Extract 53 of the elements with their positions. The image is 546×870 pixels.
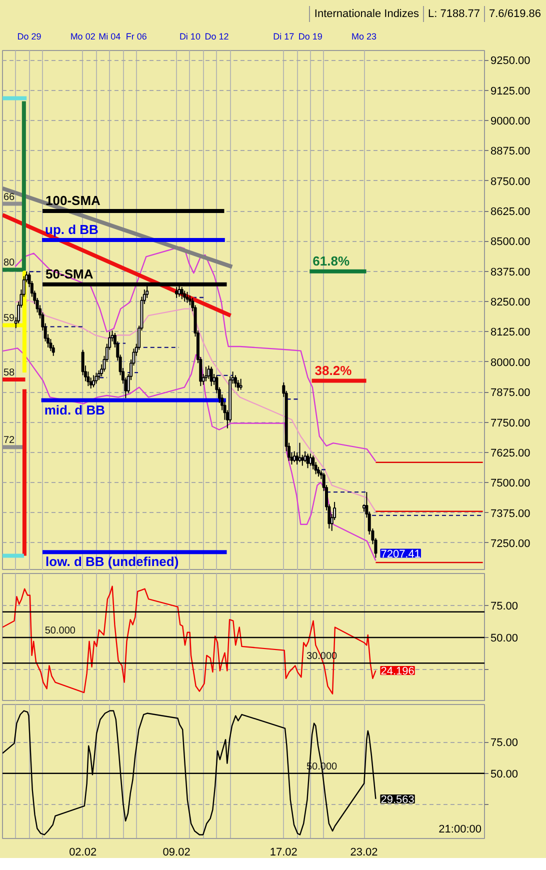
annotation: 80 — [4, 258, 16, 269]
series-label: 61.8% — [312, 253, 350, 268]
y-tick-label: 8500.00 — [490, 236, 530, 248]
annotation: 29.563 — [380, 794, 414, 806]
y-tick-label: 7625.00 — [490, 447, 530, 460]
series-label: low. d BB (undefined) — [46, 554, 179, 570]
x-tick-label: 17.02 — [270, 846, 298, 858]
x2-tick-label: Di 17 — [273, 32, 294, 42]
x2-tick-label: Fr 06 — [126, 32, 147, 42]
y-tick-label: 7375.00 — [490, 508, 530, 520]
x-tick-label: 02.02 — [69, 846, 97, 858]
series-label: 100-SMA — [46, 193, 102, 208]
x2-tick-label: Mo 02 — [70, 32, 96, 42]
annotation: 66 — [4, 192, 16, 203]
y-tick-label: 8625.00 — [490, 206, 530, 218]
text: 7.6/619.86 — [484, 6, 545, 22]
y-tick-label: 8750.00 — [490, 176, 530, 188]
y-tick-label: 50.00 — [490, 768, 518, 780]
series-label: up. d BB — [44, 222, 98, 238]
annotation: 72 — [4, 435, 16, 446]
annotation: 7207.41 — [380, 548, 420, 560]
x2-tick-label: Do 12 — [204, 32, 229, 42]
chart-title: Internationale Indizes — [309, 6, 423, 22]
x-tick-label: 09.02 — [162, 846, 190, 858]
y-tick-label: 8125.00 — [490, 326, 530, 339]
x2-tick-label: Mo 23 — [351, 32, 377, 42]
series-label: 38.2% — [314, 362, 352, 378]
y-tick-label: 7875.00 — [490, 387, 530, 400]
series-label: mid. d BB — [44, 402, 105, 418]
y-tick-label: 8375.00 — [490, 266, 530, 278]
annotation: 59 — [4, 313, 16, 324]
annotation: 24.196 — [380, 666, 414, 678]
y-tick-label: 75.00 — [490, 737, 518, 750]
y-tick-label: 8000.00 — [490, 356, 530, 369]
y-tick-label: 9125.00 — [490, 85, 530, 98]
y-tick-label: 8250.00 — [490, 296, 530, 309]
y-tick-label: 75.00 — [490, 600, 518, 612]
annotation: 58 — [4, 368, 16, 379]
y-tick-label: 50.00 — [490, 632, 518, 644]
annotation: 50.000 — [44, 626, 76, 636]
y-tick-label: 7250.00 — [490, 538, 530, 550]
y-tick-label: 9000.00 — [490, 116, 530, 128]
y-tick-label: 7500.00 — [490, 478, 530, 490]
annotation: 21:00:00 — [438, 824, 482, 836]
x-tick-label: 23.02 — [350, 846, 378, 858]
x2-tick-label: Do 29 — [17, 32, 42, 42]
y-tick-label: 8875.00 — [490, 146, 530, 158]
x2-tick-label: Do 19 — [298, 32, 322, 42]
y-tick-label: 9250.00 — [490, 55, 530, 68]
x2-tick-label: Di 10 — [179, 32, 200, 42]
x2-tick-label: Mi 04 — [98, 32, 121, 42]
y-tick-label: 7750.00 — [490, 417, 530, 430]
text: L: 7188.77 — [423, 6, 484, 22]
